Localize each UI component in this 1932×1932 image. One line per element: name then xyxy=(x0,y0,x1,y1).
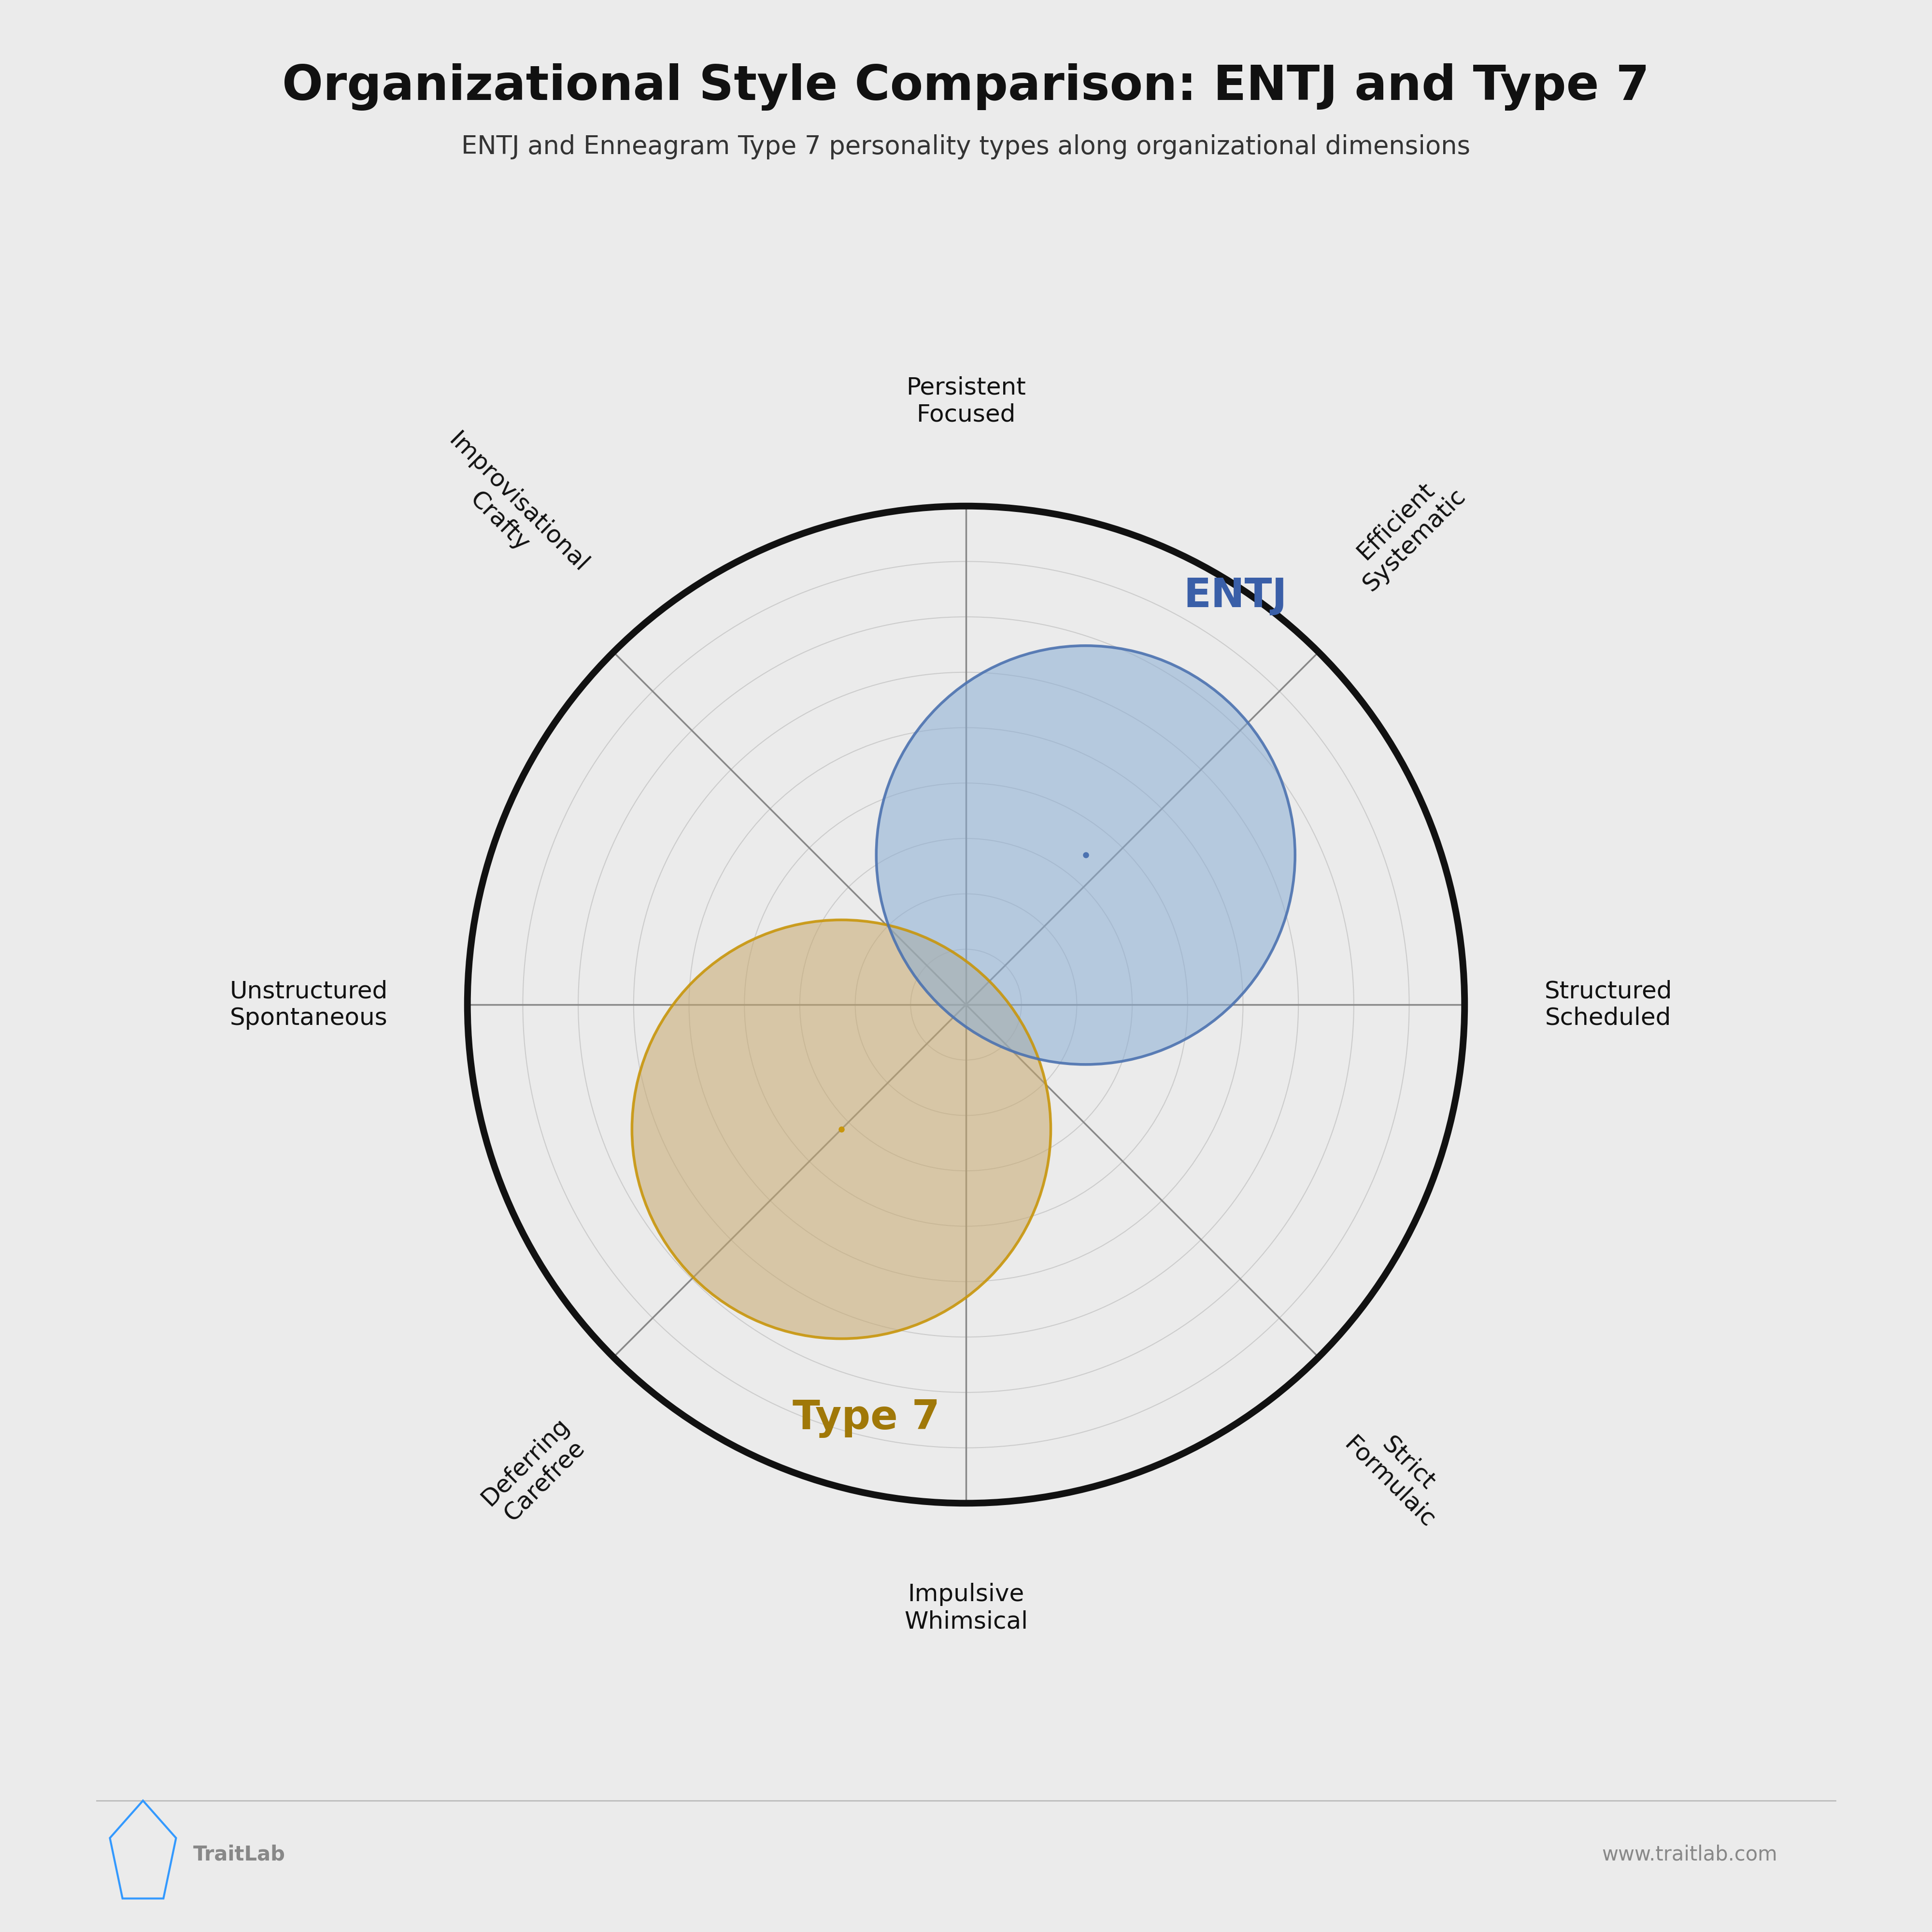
Text: Unstructured
Spontaneous: Unstructured Spontaneous xyxy=(230,980,388,1030)
Text: TraitLab: TraitLab xyxy=(193,1845,286,1864)
Circle shape xyxy=(632,920,1051,1339)
Text: Persistent
Focused: Persistent Focused xyxy=(906,377,1026,427)
Text: ENTJ: ENTJ xyxy=(1184,576,1287,616)
Text: Deferring
Carefree: Deferring Carefree xyxy=(477,1414,593,1530)
Text: Type 7: Type 7 xyxy=(792,1399,939,1437)
Text: Organizational Style Comparison: ENTJ and Type 7: Organizational Style Comparison: ENTJ an… xyxy=(282,64,1650,110)
Text: Efficient
Systematic: Efficient Systematic xyxy=(1339,466,1470,595)
Text: www.traitlab.com: www.traitlab.com xyxy=(1602,1845,1777,1864)
Text: Impulsive
Whimsical: Impulsive Whimsical xyxy=(904,1582,1028,1633)
Text: Structured
Scheduled: Structured Scheduled xyxy=(1544,980,1671,1030)
Text: ENTJ and Enneagram Type 7 personality types along organizational dimensions: ENTJ and Enneagram Type 7 personality ty… xyxy=(462,135,1470,160)
Text: Strict
Formulaic: Strict Formulaic xyxy=(1339,1414,1459,1532)
Text: Improvisational
Crafty: Improvisational Crafty xyxy=(425,429,593,595)
Circle shape xyxy=(877,645,1294,1065)
